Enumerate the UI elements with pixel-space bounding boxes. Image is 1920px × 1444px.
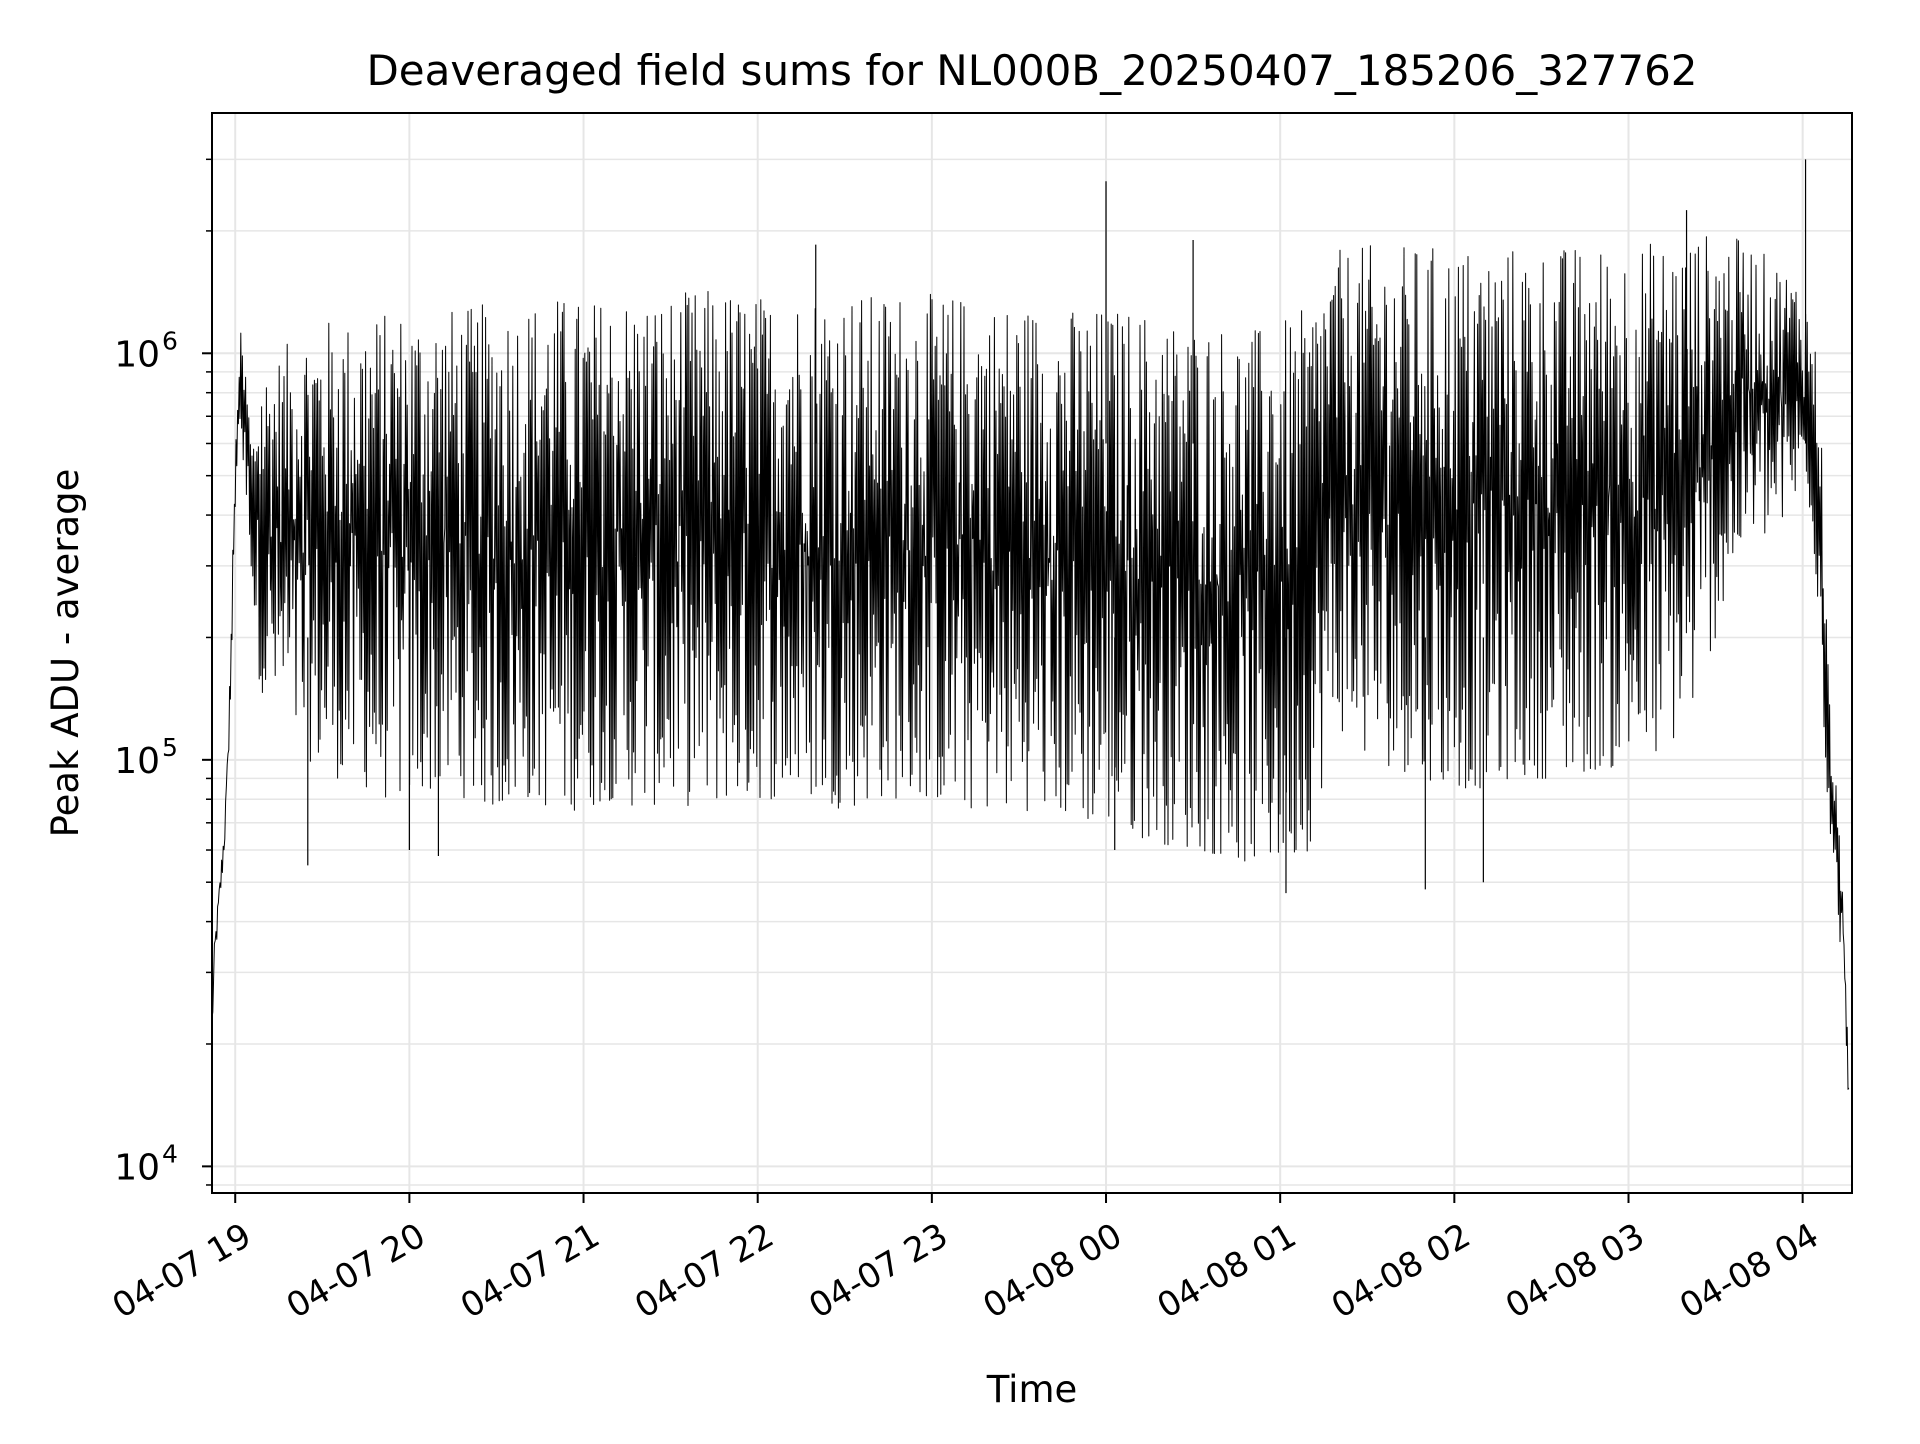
chart-title: Deaveraged field sums for NL000B_2025040…: [366, 46, 1697, 95]
x-axis-label: Time: [986, 1368, 1078, 1411]
y-axis-label: Peak ADU - average: [44, 469, 87, 838]
y-tick-label: 10: [114, 741, 160, 782]
series-line: [211, 236, 1850, 1090]
y-tick-label: 10: [114, 1147, 160, 1188]
data-series: [211, 159, 1850, 1090]
y-tick-label: 10: [114, 334, 160, 375]
plot-frame: [211, 112, 1853, 1194]
y-tick-label-exponent: 4: [162, 1139, 178, 1168]
y-tick-label-exponent: 5: [162, 733, 178, 762]
y-tick-label-exponent: 6: [162, 326, 178, 355]
